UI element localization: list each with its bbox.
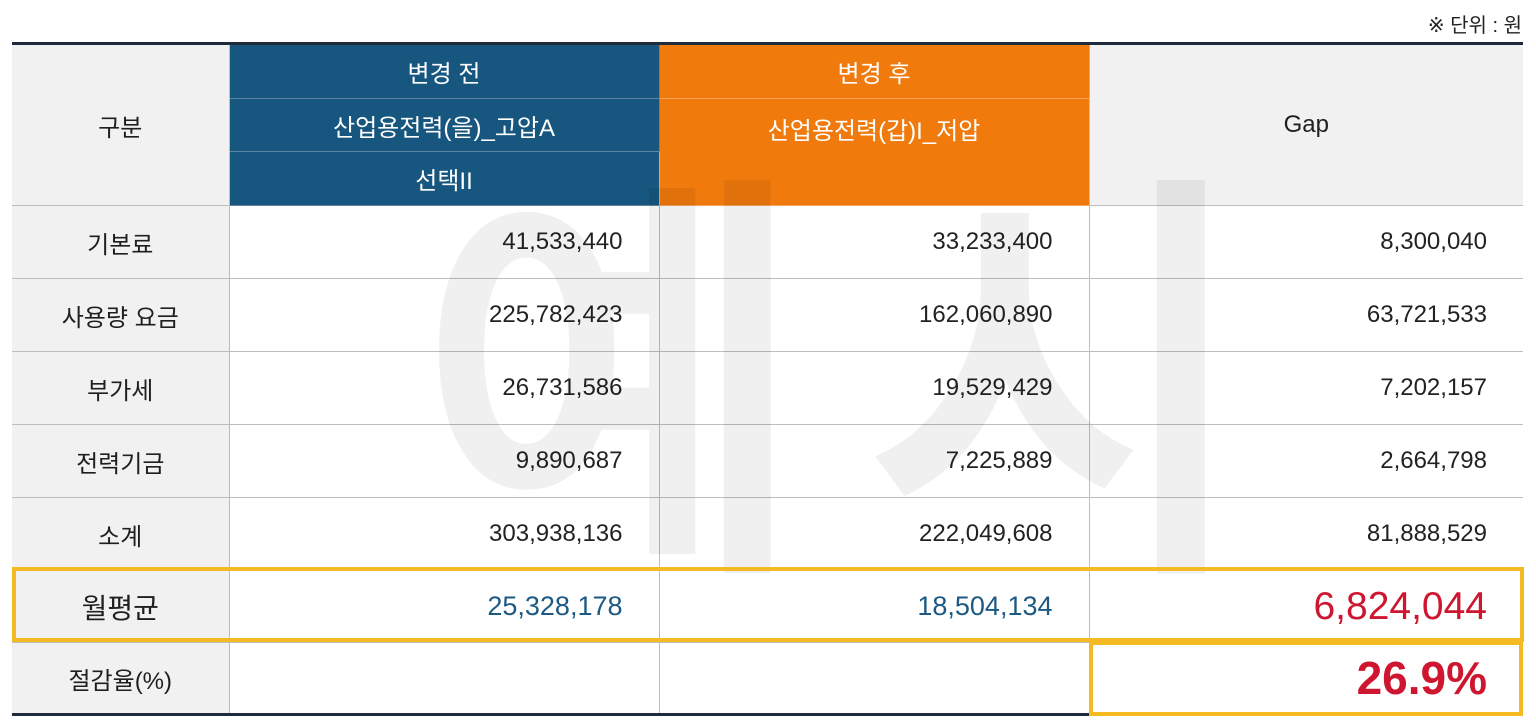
savings-rate-label: 절감율(%) <box>12 642 230 715</box>
header-after-label: 변경 후 <box>658 43 1090 99</box>
monthly-average-label: 월평균 <box>12 570 230 643</box>
after-value: 33,233,400 <box>658 205 1090 279</box>
before-value: 41,533,440 <box>228 205 660 279</box>
row-label: 부가세 <box>12 351 230 425</box>
savings-rate-after <box>658 642 1090 715</box>
header-before-label: 변경 전 <box>228 43 660 99</box>
after-value: 7,225,889 <box>658 424 1090 498</box>
monthly-average-before: 25,328,178 <box>228 570 660 643</box>
row-label: 전력기금 <box>12 424 230 498</box>
table-row: 사용량 요금 225,782,423 162,060,890 63,721,53… <box>12 278 1523 352</box>
header-category: 구분 <box>12 43 230 206</box>
header-gap: Gap <box>1088 43 1523 206</box>
gap-value: 81,888,529 <box>1088 497 1523 571</box>
after-value: 162,060,890 <box>658 278 1090 352</box>
cost-comparison-table: 구분 변경 전 변경 후 Gap 산업용전력(을)_고압A 산업용전력(갑)I_… <box>12 42 1523 716</box>
table-row: 기본료 41,533,440 33,233,400 8,300,040 <box>12 205 1523 279</box>
header-before-plan-option: 선택II <box>229 151 659 206</box>
unit-note: ※ 단위 : 원 <box>1427 15 1522 37</box>
gap-value: 7,202,157 <box>1088 351 1523 425</box>
after-value: 222,049,608 <box>658 497 1090 571</box>
row-label: 사용량 요금 <box>12 278 230 352</box>
row-label: 기본료 <box>12 205 230 279</box>
before-value: 303,938,136 <box>228 497 660 571</box>
gap-value: 2,664,798 <box>1088 424 1523 498</box>
gap-value: 63,721,533 <box>1088 278 1523 352</box>
monthly-average-gap: 6,824,044 <box>1088 570 1523 643</box>
header-before-plan: 산업용전력(을)_고압A <box>229 98 660 152</box>
table-row: 부가세 26,731,586 19,529,429 7,202,157 <box>12 351 1523 425</box>
table-row: 소계 303,938,136 222,049,608 81,888,529 <box>12 497 1523 571</box>
header-after-plan: 산업용전력(갑)I_저압 <box>658 98 1089 206</box>
monthly-average-row: 월평균 25,328,178 18,504,134 6,824,044 <box>12 570 1523 643</box>
after-value: 19,529,429 <box>658 351 1090 425</box>
savings-rate-row: 절감율(%) 26.9% <box>12 642 1523 715</box>
savings-rate-value: 26.9% <box>1088 642 1523 715</box>
monthly-average-after: 18,504,134 <box>658 570 1090 643</box>
before-value: 26,731,586 <box>228 351 660 425</box>
before-value: 225,782,423 <box>228 278 660 352</box>
gap-value: 8,300,040 <box>1088 205 1523 279</box>
savings-rate-before <box>228 642 660 715</box>
row-label: 소계 <box>12 497 230 571</box>
table-row: 전력기금 9,890,687 7,225,889 2,664,798 <box>12 424 1523 498</box>
before-value: 9,890,687 <box>228 424 660 498</box>
